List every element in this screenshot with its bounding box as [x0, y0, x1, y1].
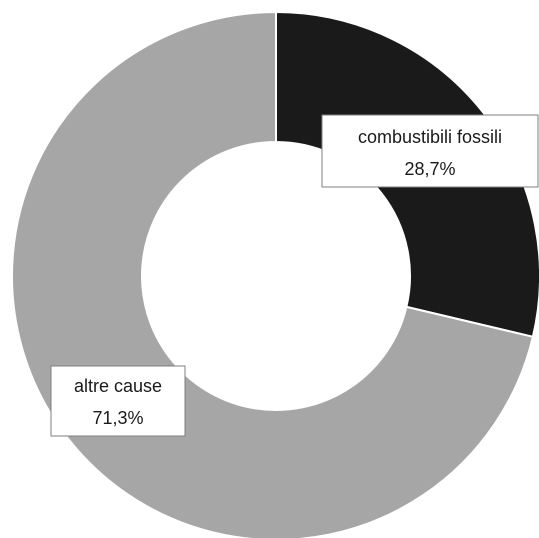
- slice-label-combustibili-fossili: combustibili fossili: [358, 127, 502, 147]
- slice-label-altre-cause: altre cause: [74, 376, 162, 396]
- slice-value-altre-cause: 71,3%: [92, 408, 143, 428]
- label-box-altre-cause: [50, 365, 186, 437]
- label-box-combustibili-fossili: [321, 114, 539, 188]
- slice-value-combustibili-fossili: 28,7%: [404, 159, 455, 179]
- slices: [11, 10, 539, 538]
- label-altre-cause: altre cause 71,3%: [50, 365, 186, 437]
- label-combustibili-fossili: combustibili fossili 28,7%: [321, 114, 539, 188]
